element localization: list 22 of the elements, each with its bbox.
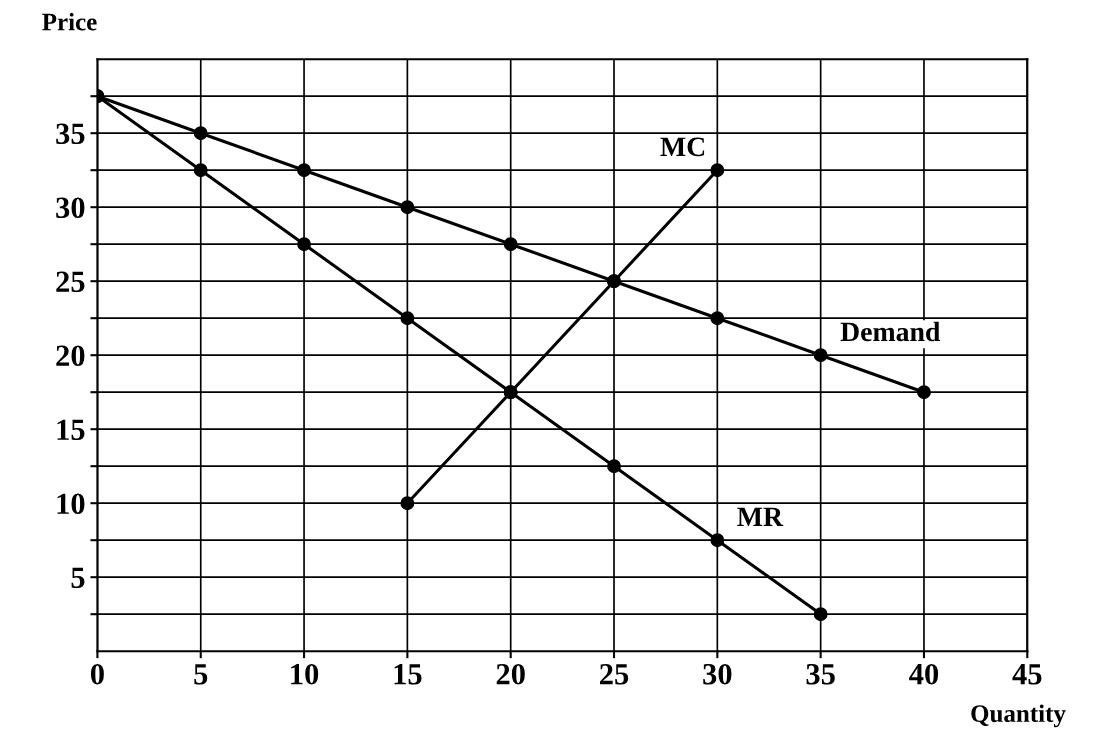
y-tick-label: 30 bbox=[56, 197, 85, 219]
x-tick-label: 25 bbox=[600, 663, 629, 685]
y-tick-label: 15 bbox=[57, 419, 85, 441]
series-label: Demand bbox=[840, 321, 941, 342]
y-tick-label: 5 bbox=[71, 567, 85, 589]
series-label: MR bbox=[737, 507, 784, 526]
y-tick-label: 35 bbox=[56, 123, 85, 145]
x-tick-label: 45 bbox=[1012, 664, 1042, 685]
x-tick-label: 15 bbox=[394, 664, 422, 685]
y-tick-label: 20 bbox=[56, 345, 85, 367]
x-tick-label: 40 bbox=[909, 663, 939, 685]
x-tick-label: 20 bbox=[496, 663, 525, 685]
x-axis-title: Quantity bbox=[971, 704, 1066, 728]
y-axis-title: Price bbox=[42, 12, 97, 31]
x-tick-label: 5 bbox=[194, 664, 208, 685]
x-tick-label: 0 bbox=[90, 663, 104, 685]
y-tick-label: 10 bbox=[57, 493, 85, 515]
x-tick-label: 35 bbox=[806, 663, 835, 685]
x-tick-label: 10 bbox=[291, 663, 319, 685]
series-label: MC bbox=[660, 137, 705, 157]
y-tick-label: 25 bbox=[56, 271, 85, 293]
x-tick-label: 30 bbox=[703, 663, 732, 685]
